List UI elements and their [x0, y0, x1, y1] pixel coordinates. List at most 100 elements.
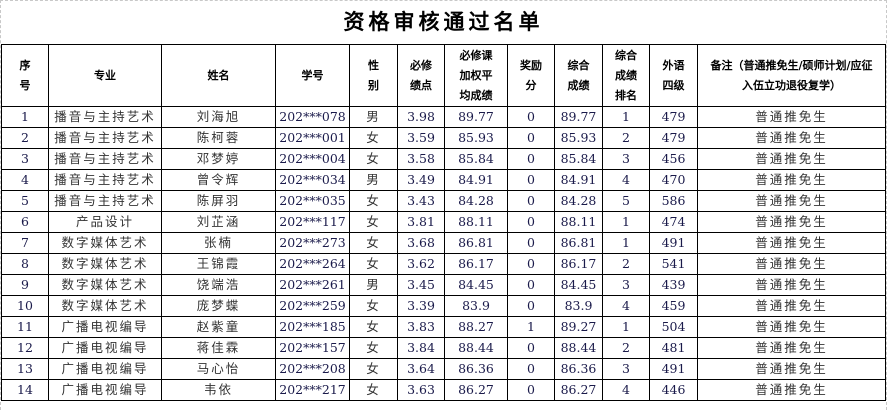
cell-rank: 2: [602, 127, 650, 149]
cell-total: 84.45: [554, 274, 603, 296]
cell-weighted-avg: 84.91: [444, 169, 508, 191]
cell-gpa: 3.63: [397, 379, 445, 401]
cell-remark: 普通推免生: [697, 379, 886, 401]
cell-gpa: 3.49: [397, 169, 445, 191]
cell-weighted-avg: 84.45: [444, 274, 508, 296]
cell-name: 饶端浩: [161, 274, 276, 296]
cell-name: 陈柯蓉: [161, 127, 276, 149]
cell-student-id: 202***185: [275, 316, 350, 338]
cell-total: 86.36: [554, 358, 603, 380]
cell-bonus: 1: [507, 316, 555, 338]
cell-remark: 普通推免生: [697, 358, 886, 380]
table-row: 6 产品设计 刘芷涵 202***117 女 3.81 88.11 0 88.11 1 474 普通推…: [1, 211, 886, 233]
cell-gender: 男: [349, 106, 398, 128]
cell-rank: 3: [602, 274, 650, 296]
cell-student-id: 202***264: [275, 253, 350, 275]
cell-bonus: 0: [507, 211, 555, 233]
cell-total: 85.84: [554, 148, 603, 170]
cell-bonus: 0: [507, 379, 555, 401]
cell-name: 王锦霞: [161, 253, 276, 275]
cell-total: 84.91: [554, 169, 603, 191]
cell-index: 8: [1, 253, 49, 275]
cell-weighted-avg: 85.93: [444, 127, 508, 149]
cell-student-id: 202***001: [275, 127, 350, 149]
header-col-gender: 性别: [349, 44, 398, 107]
cell-student-id: 202***208: [275, 358, 350, 380]
cell-rank: 1: [602, 232, 650, 254]
cell-remark: 普通推免生: [697, 316, 886, 338]
header-col-student-id: 学号: [275, 44, 350, 107]
cell-gender: 女: [349, 295, 398, 317]
cell-total: 85.93: [554, 127, 603, 149]
header-label: 姓名: [207, 68, 230, 82]
cell-gender: 男: [349, 274, 398, 296]
cell-student-id: 202***259: [275, 295, 350, 317]
cell-student-id: 202***004: [275, 148, 350, 170]
cell-rank: 2: [602, 337, 650, 359]
cell-weighted-avg: 84.28: [444, 190, 508, 212]
cell-cet4: 479: [649, 127, 698, 149]
cell-cet4: 456: [649, 148, 698, 170]
cell-weighted-avg: 83.9: [444, 295, 508, 317]
cell-major: 广播电视编导: [48, 337, 162, 359]
cell-major: 播音与主持艺术: [48, 190, 162, 212]
cell-rank: 1: [602, 106, 650, 128]
cell-gpa: 3.64: [397, 358, 445, 380]
cell-remark: 普通推免生: [697, 337, 886, 359]
cell-remark: 普通推免生: [697, 253, 886, 275]
table-row: 4 播音与主持艺术 曾令辉 202***034 男 3.49 84.91 0 84.91 4 470…: [1, 169, 886, 191]
cell-remark: 普通推免生: [697, 190, 886, 212]
cell-bonus: 0: [507, 337, 555, 359]
cell-index: 5: [1, 190, 49, 212]
header-col-weighted-avg: 必修课加权平均成绩: [444, 44, 508, 107]
cell-name: 刘芷涵: [161, 211, 276, 233]
cell-bonus: 0: [507, 274, 555, 296]
cell-index: 2: [1, 127, 49, 149]
header-col-name: 姓名: [161, 44, 276, 107]
cell-name: 马心怡: [161, 358, 276, 380]
cell-major: 播音与主持艺术: [48, 127, 162, 149]
cell-gpa: 3.68: [397, 232, 445, 254]
cell-bonus: 0: [507, 232, 555, 254]
cell-gender: 女: [349, 379, 398, 401]
cell-index: 7: [1, 232, 49, 254]
cell-gender: 女: [349, 127, 398, 149]
cell-index: 6: [1, 211, 49, 233]
header-label: 专业: [94, 68, 116, 82]
cell-rank: 3: [602, 358, 650, 380]
cell-student-id: 202***034: [275, 169, 350, 191]
cell-index: 11: [1, 316, 49, 338]
cell-major: 数字媒体艺术: [48, 253, 162, 275]
cell-index: 14: [1, 379, 49, 401]
cell-rank: 1: [602, 211, 650, 233]
cell-gpa: 3.59: [397, 127, 445, 149]
cell-bonus: 0: [507, 127, 555, 149]
cell-student-id: 202***157: [275, 337, 350, 359]
cell-rank: 2: [602, 253, 650, 275]
header-label: 序号: [19, 58, 31, 92]
cell-remark: 普通推免生: [697, 127, 886, 149]
cell-weighted-avg: 88.11: [444, 211, 508, 233]
cell-name: 张楠: [161, 232, 276, 254]
cell-name: 陈屏羽: [161, 190, 276, 212]
table-row: 3 播音与主持艺术 邓梦婷 202***004 女 3.58 85.84 0 85.84 3 456…: [1, 148, 886, 170]
cell-index: 1: [1, 106, 49, 128]
cell-gpa: 3.81: [397, 211, 445, 233]
cell-cet4: 491: [649, 358, 698, 380]
cell-bonus: 0: [507, 106, 555, 128]
cell-student-id: 202***117: [275, 211, 350, 233]
table-row: 1 播音与主持艺术 刘海旭 202***078 男 3.98 89.77 0 89.77 1 479…: [1, 106, 886, 128]
cell-remark: 普通推免生: [697, 295, 886, 317]
cell-gpa: 3.83: [397, 316, 445, 338]
cell-gender: 女: [349, 211, 398, 233]
header-label: 综合成绩: [567, 58, 590, 92]
cell-cet4: 586: [649, 190, 698, 212]
cell-cet4: 541: [649, 253, 698, 275]
cell-gpa: 3.43: [397, 190, 445, 212]
cell-name: 蒋佳霖: [161, 337, 276, 359]
cell-gpa: 3.39: [397, 295, 445, 317]
cell-name: 韦依: [161, 379, 276, 401]
cell-name: 刘海旭: [161, 106, 276, 128]
cell-cet4: 504: [649, 316, 698, 338]
table-row: 9 数字媒体艺术 饶端浩 202***261 男 3.45 84.45 0 84.45 3 439 普…: [1, 274, 886, 296]
